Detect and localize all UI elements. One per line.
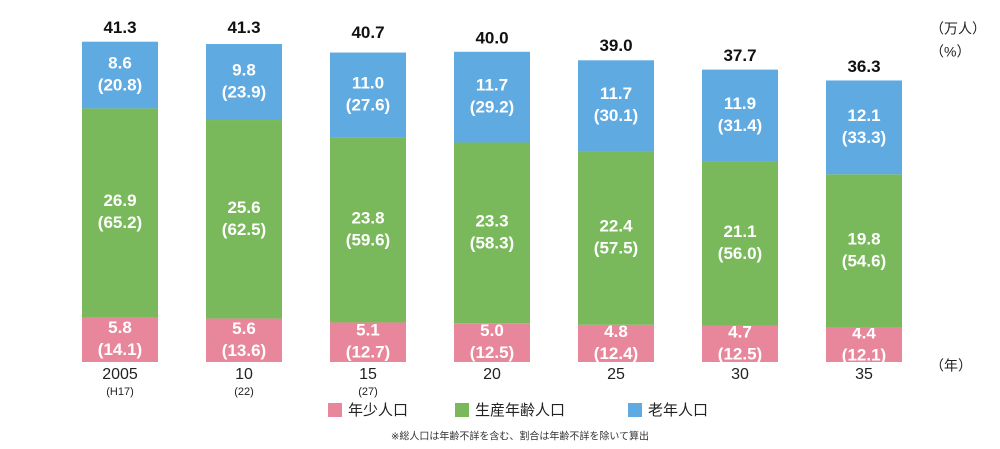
x-unit: （年） [930, 358, 972, 374]
value-label: 5.1 [356, 321, 380, 340]
bar-segment [330, 137, 406, 323]
bar-segment [206, 120, 282, 319]
share-label: (56.0) [718, 244, 762, 263]
value-label: 23.8 [351, 209, 384, 228]
total-label: 41.3 [227, 18, 260, 37]
value-label: 23.3 [475, 211, 508, 230]
value-label: 8.6 [108, 54, 132, 73]
bar-segment [206, 318, 282, 362]
total-label: 40.7 [351, 23, 384, 42]
value-label: 5.6 [232, 319, 256, 338]
legend-label: 老年人口 [648, 402, 708, 419]
share-label: (12.7) [346, 343, 390, 362]
x-sub-label: (22) [234, 386, 254, 398]
total-label: 41.3 [103, 18, 136, 37]
x-tick-label: 10 [235, 366, 253, 383]
bar-segment [82, 317, 158, 362]
bar-segment [82, 41, 158, 109]
legend-label: 生産年齢人口 [475, 402, 565, 419]
share-unit: （%） [930, 44, 970, 60]
x-tick-label: 25 [607, 366, 625, 383]
value-label: 12.1 [847, 106, 880, 125]
value-label: 11.9 [724, 94, 756, 113]
share-label: (62.5) [222, 220, 266, 239]
legend-swatch [328, 403, 342, 417]
share-label: (29.2) [470, 98, 514, 117]
value-label: 4.7 [728, 322, 752, 341]
value-label: 22.4 [599, 216, 633, 235]
total-label: 37.7 [723, 46, 756, 65]
value-label: 19.8 [847, 230, 880, 249]
share-label: (65.2) [98, 213, 142, 232]
legend-swatch [455, 403, 469, 417]
share-label: (27.6) [346, 96, 390, 115]
value-label: 26.9 [103, 191, 136, 210]
share-label: (23.9) [222, 83, 266, 102]
x-tick-label: 20 [483, 366, 501, 383]
value-label: 11.7 [600, 84, 632, 103]
value-label: 9.8 [232, 61, 256, 80]
bar-segment [206, 44, 282, 121]
x-sub-label: (H17) [106, 386, 134, 398]
share-label: (12.1) [842, 345, 886, 364]
value-label: 5.8 [108, 318, 132, 337]
bar-segment [578, 324, 654, 362]
x-tick-label: 35 [855, 366, 873, 383]
share-label: (57.5) [594, 238, 638, 257]
total-label: 40.0 [475, 28, 508, 47]
bar-segment [454, 142, 530, 324]
bar-segment [330, 322, 406, 362]
value-label: 4.8 [604, 322, 628, 341]
bar-segment [82, 108, 158, 318]
footnote: ※総人口は年齢不詳を含む、割合は年齢不詳を除いて算出 [391, 430, 649, 443]
share-label: (33.3) [842, 128, 886, 147]
share-label: (58.3) [470, 233, 514, 252]
share-label: (12.5) [470, 343, 514, 362]
bar-segment [702, 325, 778, 362]
share-label: (31.4) [718, 116, 762, 135]
bar-segment [826, 327, 902, 362]
value-label: 5.0 [480, 321, 504, 340]
bar-segment [578, 151, 654, 325]
bar-segment [702, 161, 778, 326]
bar-segment [702, 69, 778, 162]
share-label: (13.6) [222, 341, 266, 360]
total-label: 39.0 [599, 36, 632, 55]
bar-segment [454, 323, 530, 362]
value-label: 11.0 [352, 74, 384, 93]
share-label: (12.4) [594, 344, 638, 363]
legend-swatch [628, 403, 642, 417]
x-sub-label: (27) [358, 386, 378, 398]
share-label: (20.8) [98, 76, 142, 95]
value-label: 11.7 [476, 76, 508, 95]
value-label: 4.4 [852, 323, 876, 342]
bar-segment [826, 80, 902, 175]
share-label: (59.6) [346, 231, 390, 250]
share-label: (12.5) [718, 344, 762, 363]
share-label: (30.1) [594, 106, 638, 125]
legend-label: 年少人口 [348, 402, 408, 419]
bar-segment [826, 174, 902, 328]
share-label: (54.6) [842, 252, 886, 271]
total-label: 36.3 [847, 57, 880, 76]
x-tick-label: 30 [731, 366, 749, 383]
value-label: 25.6 [227, 198, 260, 217]
x-tick-label: 2005 [102, 366, 138, 383]
bar-segment [454, 51, 530, 143]
bar-segment [330, 52, 406, 138]
value-unit: （万人） [930, 21, 986, 37]
x-tick-label: 15 [359, 366, 377, 383]
value-label: 21.1 [723, 222, 756, 241]
bar-segment [578, 60, 654, 152]
share-label: (14.1) [98, 340, 142, 359]
